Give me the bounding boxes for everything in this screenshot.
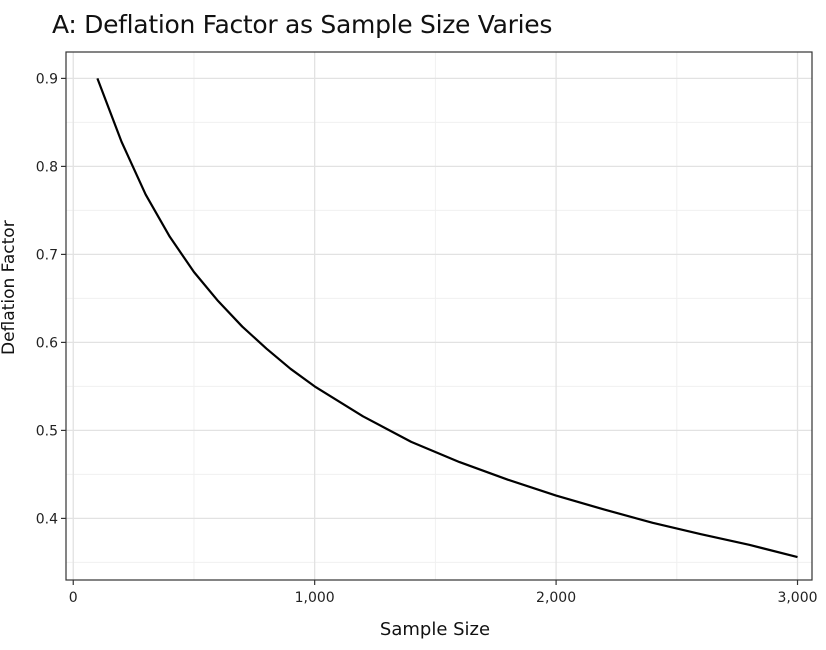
y-tick-label: 0.4 bbox=[36, 511, 58, 527]
grid-lines bbox=[66, 52, 812, 580]
y-tick-label: 0.6 bbox=[36, 335, 58, 351]
x-tick-label: 2,000 bbox=[536, 590, 576, 606]
series-line bbox=[96, 78, 798, 559]
y-tick-label: 0.8 bbox=[36, 159, 58, 175]
x-tick-label: 1,000 bbox=[295, 590, 335, 606]
series-group bbox=[96, 78, 798, 559]
x-axis-title: Sample Size bbox=[380, 619, 490, 640]
chart-title: A: Deflation Factor as Sample Size Varie… bbox=[52, 10, 553, 39]
y-tick-label: 0.9 bbox=[36, 71, 58, 87]
x-tick-label: 3,000 bbox=[777, 590, 817, 606]
y-tick-label: 0.7 bbox=[36, 247, 58, 263]
x-tick-label: 0 bbox=[69, 590, 78, 606]
y-tick-label: 0.5 bbox=[36, 423, 58, 439]
y-axis-ticks: 0.4 0.5 0.6 0.7 0.8 0.9 bbox=[36, 71, 66, 527]
plot-panel-border bbox=[65, 51, 813, 581]
x-axis-ticks: 0 1,000 2,000 3,000 bbox=[69, 580, 818, 606]
